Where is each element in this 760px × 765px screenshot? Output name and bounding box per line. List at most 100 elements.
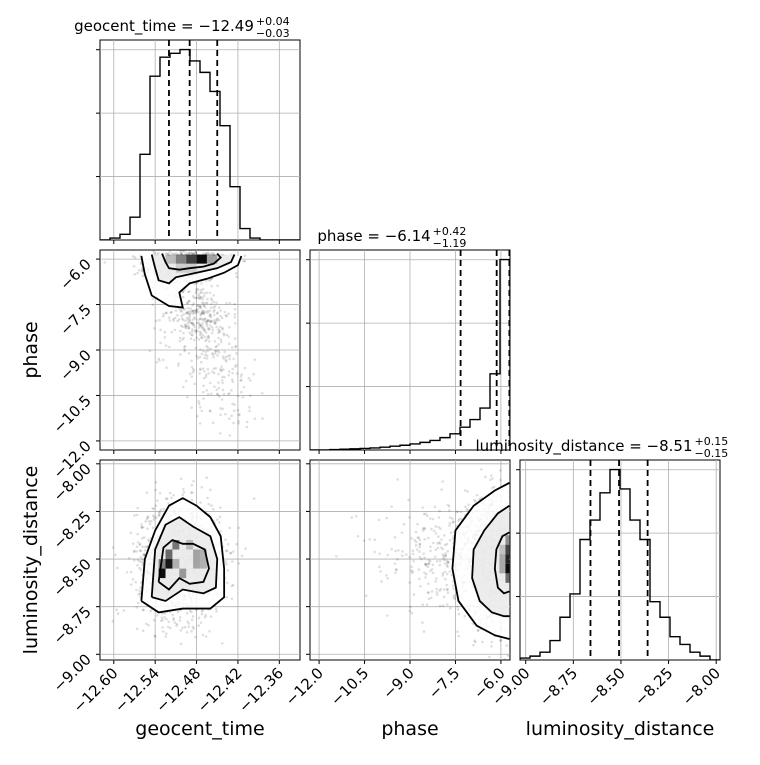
sample-point xyxy=(437,516,441,519)
sample-point xyxy=(253,358,257,361)
sample-point xyxy=(215,344,218,348)
sample-point xyxy=(210,302,213,306)
sample-point xyxy=(198,405,202,409)
sample-point xyxy=(464,505,467,509)
sample-point xyxy=(402,522,406,526)
sample-point xyxy=(335,554,338,558)
contour-geocent_time-luminosity_distance-1 xyxy=(150,516,219,602)
sample-point xyxy=(224,538,227,542)
sample-point xyxy=(210,504,213,507)
sample-point xyxy=(489,474,493,477)
sample-point xyxy=(243,254,247,258)
sample-point xyxy=(209,315,213,319)
sample-point xyxy=(198,317,202,320)
sample-point xyxy=(145,545,149,548)
sample-point xyxy=(219,309,223,312)
sample-point xyxy=(181,295,185,299)
sample-point xyxy=(216,311,220,314)
sample-point xyxy=(201,333,204,337)
sample-point xyxy=(139,555,143,559)
sample-point xyxy=(217,318,221,322)
sample-point xyxy=(198,297,201,301)
sample-point xyxy=(234,345,237,349)
sample-point xyxy=(414,530,418,534)
sample-point xyxy=(245,420,249,424)
sample-point xyxy=(152,507,156,511)
sample-point xyxy=(188,321,192,324)
joint-panel-geocent_time-phase-contour-fill-mid xyxy=(151,254,235,284)
sample-point xyxy=(111,619,115,623)
sample-point xyxy=(197,321,201,325)
x-tick-label-phase-2: −9.0 xyxy=(379,664,417,702)
sample-point xyxy=(207,251,210,255)
sample-point xyxy=(190,406,193,409)
sample-point xyxy=(220,368,223,372)
sample-point xyxy=(425,603,429,606)
sample-point xyxy=(448,521,452,525)
sample-point xyxy=(181,493,185,497)
sample-point xyxy=(420,557,423,561)
sample-point xyxy=(206,368,210,371)
sample-point xyxy=(180,314,183,318)
sample-point xyxy=(151,526,155,530)
sample-point xyxy=(165,632,168,635)
sample-point xyxy=(217,386,221,390)
sample-point xyxy=(181,626,184,630)
sample-point xyxy=(196,288,200,291)
sample-point xyxy=(393,562,397,566)
sample-point xyxy=(467,503,471,507)
sample-point xyxy=(157,357,161,361)
joint-panel-geocent_time-luminosity_distance-contour-fill-mid xyxy=(151,517,218,601)
sample-point xyxy=(449,531,453,534)
sample-point xyxy=(191,295,195,298)
sample-point xyxy=(421,621,424,625)
sample-point xyxy=(213,385,216,388)
sample-point xyxy=(143,552,146,556)
sample-point xyxy=(190,484,194,487)
contour-phase-luminosity_distance-2 xyxy=(451,482,510,640)
sample-point xyxy=(215,518,219,521)
sample-point xyxy=(212,310,215,313)
sample-point xyxy=(237,562,241,565)
sample-point xyxy=(231,380,235,384)
sample-point xyxy=(202,397,205,400)
sample-point xyxy=(201,311,205,315)
sample-point xyxy=(228,357,231,361)
sample-point xyxy=(205,338,208,341)
sample-point xyxy=(211,352,214,355)
sample-point xyxy=(219,314,222,318)
sample-point xyxy=(175,622,179,626)
x-tick-label-phase-1: −10.5 xyxy=(327,664,372,709)
sample-point xyxy=(197,293,200,296)
sample-point xyxy=(221,355,225,358)
x-tick-label-geocent_time-3: −12.42 xyxy=(194,664,246,716)
sample-point xyxy=(181,318,185,322)
sample-point xyxy=(489,478,492,482)
sample-point xyxy=(191,370,195,374)
sample-point xyxy=(156,499,159,502)
sample-point xyxy=(219,368,222,371)
x-axis-label-phase: phase xyxy=(381,718,438,740)
sample-point xyxy=(131,542,135,545)
sample-point xyxy=(199,621,203,624)
sample-point xyxy=(207,334,210,338)
sample-point xyxy=(209,615,213,618)
sample-point xyxy=(373,550,376,554)
sample-point xyxy=(196,308,200,311)
sample-point xyxy=(229,551,232,555)
sample-point xyxy=(395,568,398,571)
density-cell xyxy=(165,549,173,560)
sample-point xyxy=(202,319,206,322)
sample-point xyxy=(191,491,194,494)
sample-point xyxy=(190,359,193,363)
sample-point xyxy=(430,527,433,531)
sample-point xyxy=(190,251,194,255)
sample-point xyxy=(191,328,194,331)
sample-point xyxy=(490,644,493,648)
sample-point xyxy=(441,604,445,607)
sample-point xyxy=(213,321,217,325)
hist-panel-phase: phase = −6.14 +0.42−1.19 xyxy=(306,225,511,454)
sample-point xyxy=(144,520,148,523)
sample-point xyxy=(191,367,195,371)
